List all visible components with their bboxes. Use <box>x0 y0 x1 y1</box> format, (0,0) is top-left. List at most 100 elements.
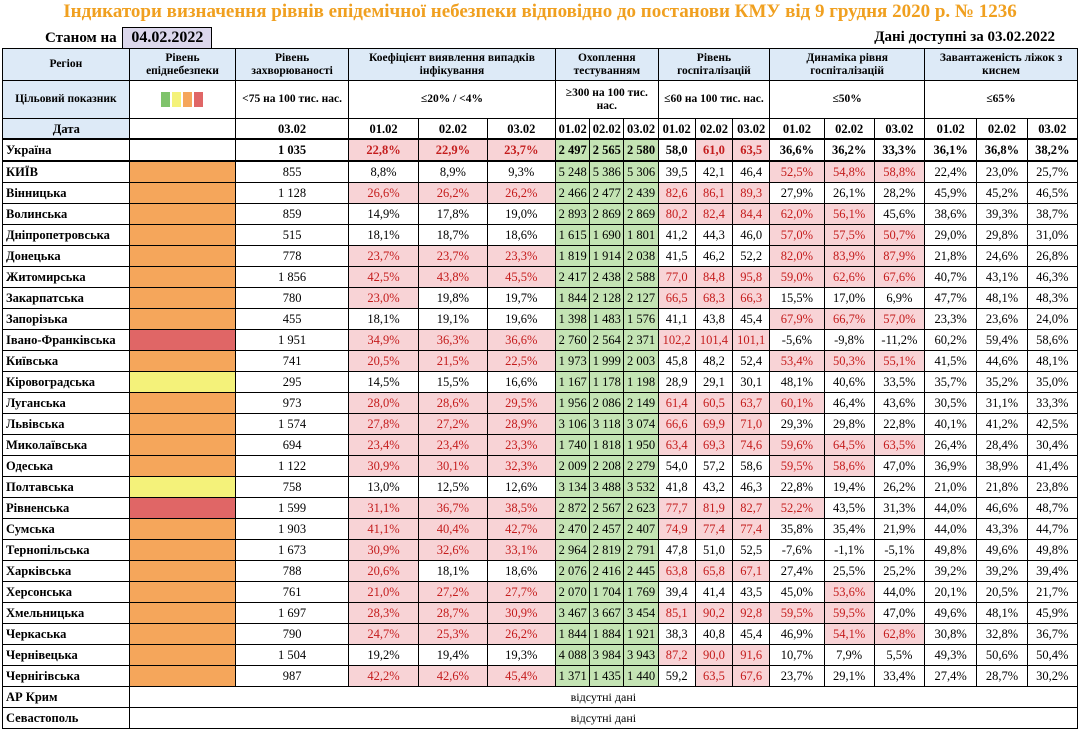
hosp-dyn-cell: 40,6% <box>823 371 875 393</box>
detection-cell: 23,3% <box>486 245 557 267</box>
hosp-dyn-cell: 57,0% <box>873 308 926 330</box>
hosp-dyn-cell: 7,9% <box>823 644 875 666</box>
incidence-cell: 1 697 <box>235 602 349 624</box>
detection-cell: 40,4% <box>418 518 488 540</box>
region-name: Рівненська <box>2 497 130 519</box>
level-cell <box>128 392 237 414</box>
incidence-cell: 1 856 <box>235 266 349 288</box>
level-cell <box>128 160 237 183</box>
testing-cell: 3 488 <box>589 476 625 498</box>
level-cell <box>128 245 237 267</box>
hosp-cell: 41,5 <box>657 245 696 267</box>
indicators-table: Регіон Рівень епіднебезпеки Рівень захво… <box>2 48 1079 729</box>
hosp-dyn-cell: 26,2% <box>873 476 926 498</box>
hosp-dyn-cell: 5,5% <box>873 644 926 666</box>
detection-cell: 18,7% <box>418 224 488 246</box>
detection-cell: 12,5% <box>418 476 488 498</box>
hosp-dyn-cell: 31,3% <box>873 497 926 519</box>
table-row: Тернопільська 1 673 30,9% 32,6% 33,1% 2 964 2 … <box>2 539 1079 561</box>
target-detection: ≤20% / <4% <box>347 80 557 119</box>
oxygen-cell: 48,1% <box>976 602 1028 624</box>
level-cell <box>128 581 237 603</box>
incidence-cell: 1 574 <box>235 413 349 435</box>
region-name: Кіровоградська <box>2 371 130 393</box>
date-cell: 02.02 <box>694 118 734 140</box>
testing-cell: 2 407 <box>623 518 659 540</box>
oxygen-cell: 60,2% <box>924 329 978 351</box>
testing-cell: 2 869 <box>589 203 625 225</box>
table-row: Луганська 973 28,0% 28,6% 29,5% 1 956 2 086 2 1… <box>2 392 1079 414</box>
oxygen-cell: 36,8% <box>976 138 1028 162</box>
oxygen-cell: 49,3% <box>924 644 978 666</box>
hosp-dyn-cell: 15,5% <box>769 287 825 309</box>
hosp-cell: 80,2 <box>657 203 696 225</box>
table-row: Одеська 1 122 30,9% 30,1% 32,3% 2 009 2 208 2 2… <box>2 455 1079 477</box>
oxygen-cell: 23,0% <box>976 160 1028 183</box>
testing-cell: 1 956 <box>555 392 591 414</box>
testing-cell: 2 416 <box>589 560 625 582</box>
oxygen-cell: 30,4% <box>1026 434 1079 456</box>
target-hosp: ≤60 на 100 тис. нас. <box>657 80 771 119</box>
testing-cell: 2 070 <box>555 581 591 603</box>
testing-cell: 1 999 <box>589 350 625 372</box>
detection-cell: 30,9% <box>486 602 557 624</box>
hosp-cell: 65,8 <box>694 560 734 582</box>
date-cell: 02.02 <box>823 118 875 140</box>
hosp-dyn-cell: 33,3% <box>873 138 926 162</box>
hosp-cell: 60,5 <box>694 392 734 414</box>
table-row-missing: АР Крим відсутні дані <box>2 686 1079 708</box>
hosp-cell: 71,0 <box>732 413 771 435</box>
testing-cell: 2 497 <box>555 138 591 162</box>
hosp-dyn-cell: 53,6% <box>823 581 875 603</box>
oxygen-cell: 44,0% <box>924 518 978 540</box>
table-row: Кіровоградська 295 14,5% 15,5% 16,6% 1 167 1 1… <box>2 371 1079 393</box>
testing-cell: 2 466 <box>555 182 591 204</box>
region-name: Івано-Франківська <box>2 329 130 351</box>
incidence-cell: 1 903 <box>235 518 349 540</box>
oxygen-cell: 50,4% <box>1026 644 1079 666</box>
hosp-dyn-cell: 23,7% <box>769 665 825 687</box>
detection-cell: 24,7% <box>347 623 420 645</box>
oxygen-cell: 42,5% <box>1026 413 1079 435</box>
oxygen-cell: 24,6% <box>976 245 1028 267</box>
hosp-dyn-cell: 33,4% <box>873 665 926 687</box>
testing-cell: 2 128 <box>589 287 625 309</box>
region-name: Харківська <box>2 560 130 582</box>
oxygen-cell: 26,4% <box>924 434 978 456</box>
oxygen-cell: 45,9% <box>924 182 978 204</box>
detection-cell: 34,9% <box>347 329 420 351</box>
table-row: Черкаська 790 24,7% 25,3% 26,2% 1 844 1 884 1 9… <box>2 623 1079 645</box>
hosp-cell: 84,8 <box>694 266 734 288</box>
hosp-dyn-cell: 64,5% <box>823 434 875 456</box>
oxygen-cell: 40,7% <box>924 266 978 288</box>
as-of-label: Станом на <box>45 30 117 46</box>
testing-cell: 5 306 <box>623 160 659 183</box>
level-cell <box>128 308 237 330</box>
hosp-cell: 63,8 <box>657 560 696 582</box>
hosp-cell: 89,3 <box>732 182 771 204</box>
hosp-cell: 41,2 <box>657 224 696 246</box>
testing-cell: 2 588 <box>623 266 659 288</box>
hosp-dyn-cell: 52,5% <box>769 160 825 183</box>
oxygen-cell: 22,4% <box>924 160 978 183</box>
hosp-dyn-cell: 44,0% <box>873 581 926 603</box>
incidence-cell: 987 <box>235 665 349 687</box>
testing-cell: 2 457 <box>589 518 625 540</box>
testing-cell: 2 623 <box>623 497 659 519</box>
hosp-cell: 45,4 <box>732 308 771 330</box>
oxygen-cell: 31,1% <box>976 392 1028 414</box>
hosp-cell: 77,4 <box>732 518 771 540</box>
date-cell: 01.02 <box>769 118 825 140</box>
incidence-cell: 741 <box>235 350 349 372</box>
detection-cell: 21,0% <box>347 581 420 603</box>
oxygen-cell: 59,4% <box>976 329 1028 351</box>
hosp-dyn-cell: -5,6% <box>769 329 825 351</box>
hosp-dyn-cell: 25,2% <box>873 560 926 582</box>
table-row: Закарпатська 780 23,0% 19,8% 19,7% 1 844 2 128… <box>2 287 1079 309</box>
oxygen-cell: 32,8% <box>976 623 1028 645</box>
detection-cell: 43,8% <box>418 266 488 288</box>
testing-cell: 3 467 <box>555 602 591 624</box>
level-cell <box>128 518 237 540</box>
detection-cell: 17,8% <box>418 203 488 225</box>
incidence-cell: 1 035 <box>235 138 349 162</box>
